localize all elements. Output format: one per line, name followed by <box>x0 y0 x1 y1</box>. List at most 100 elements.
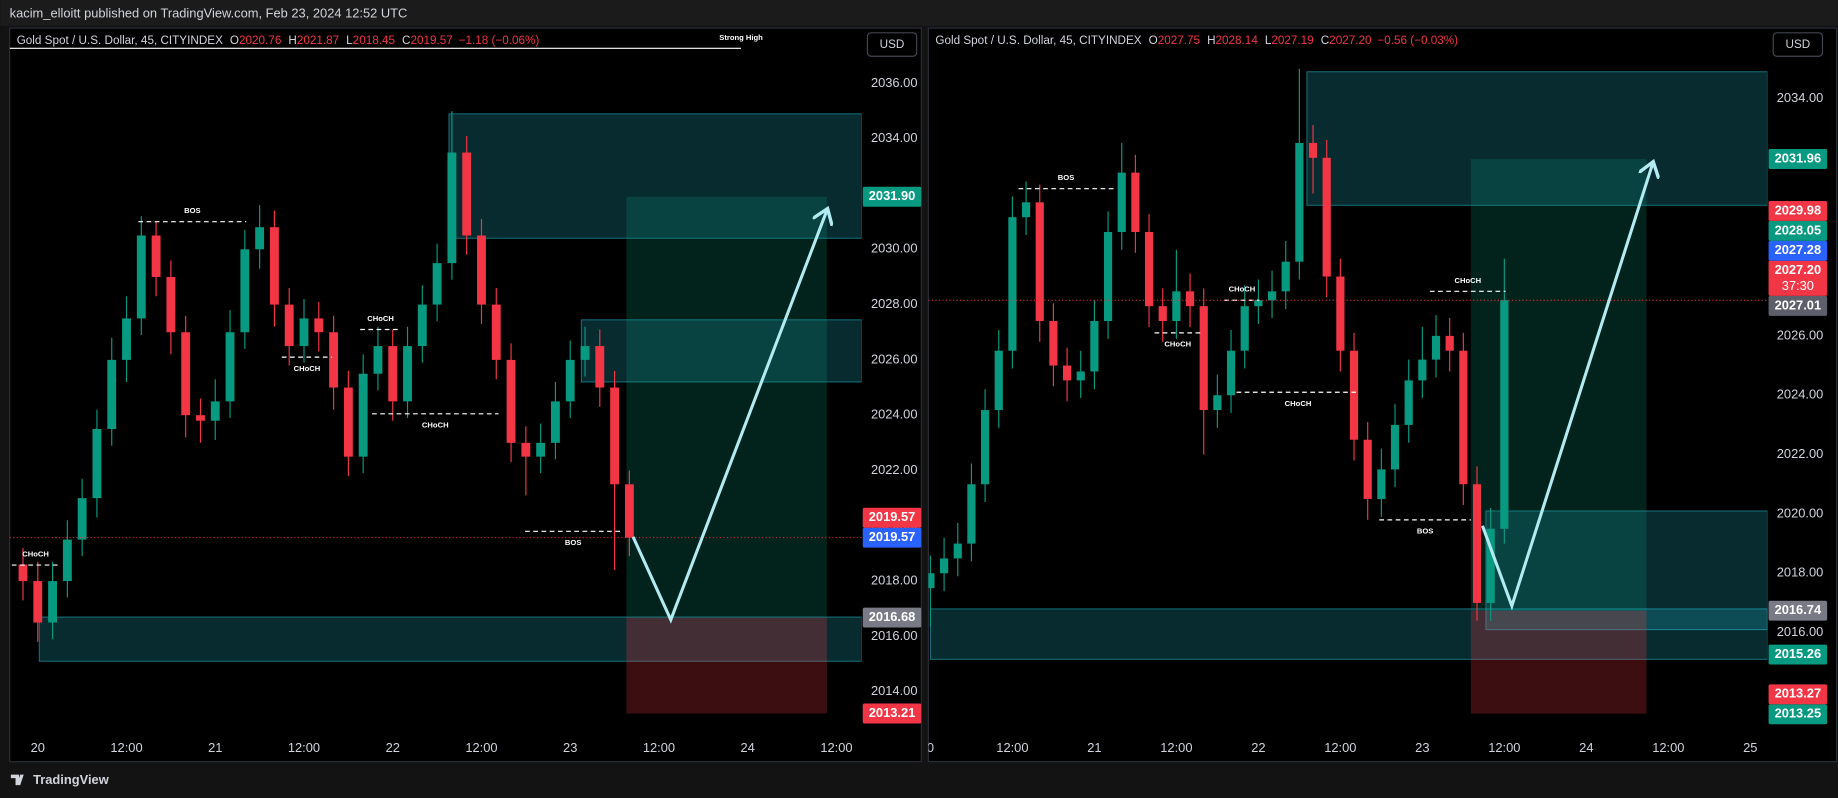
logo-text: TradingView <box>33 772 110 787</box>
candle <box>1213 374 1222 428</box>
candle-body <box>136 235 146 319</box>
structure-label: CHoCH <box>294 364 321 373</box>
candle-body <box>269 227 279 305</box>
price-label: 2013.25 <box>1775 706 1822 721</box>
time-axis: 20 12:00 21 12:00 22 12:00 23 12:00 24 12:00 <box>31 740 853 755</box>
candle <box>210 379 220 441</box>
legend-key: L <box>346 34 353 47</box>
structure-label: CHoCH <box>1454 276 1481 285</box>
y-tick-label: 2020.00 <box>1777 505 1824 520</box>
x-tick-label: 21 <box>1087 740 1101 755</box>
candle <box>388 329 398 421</box>
candle-body <box>1404 380 1413 425</box>
candle-body <box>1308 142 1318 158</box>
y-tick-label: 2022.00 <box>871 462 918 477</box>
candle <box>1090 300 1099 390</box>
candle <box>1418 326 1427 399</box>
candle-body <box>388 346 398 402</box>
y-tick-label: 2026.00 <box>871 351 918 366</box>
candle-body <box>1281 261 1290 292</box>
legend-value: 2028.14 <box>1216 34 1259 47</box>
candle-body <box>1076 371 1085 381</box>
price-label-box <box>862 527 922 548</box>
price-label-box <box>1768 220 1828 241</box>
legend-value: 2027.19 <box>1271 34 1313 47</box>
structure-label: Strong High <box>719 33 763 42</box>
structure-label: CHoCH <box>1229 285 1256 294</box>
x-tick-label: 12:00 <box>820 740 852 755</box>
candle <box>255 205 265 269</box>
legend-key: O <box>1149 34 1158 47</box>
legend-value: 2027.75 <box>1158 34 1201 47</box>
candle <box>1308 125 1318 194</box>
price-label: 2029.98 <box>1775 202 1822 217</box>
candle <box>967 463 976 562</box>
candle-body <box>953 543 962 559</box>
candle-body <box>1185 291 1195 307</box>
candle-body <box>1103 231 1113 322</box>
candle-body <box>536 442 546 457</box>
candle <box>151 221 161 297</box>
candle-body <box>196 415 205 421</box>
structure-label: CHoCH <box>367 314 394 323</box>
zone <box>1306 71 1768 206</box>
candle <box>1486 507 1495 621</box>
candle <box>107 337 117 446</box>
candle <box>240 229 250 349</box>
candle <box>610 370 620 571</box>
stop-area <box>1470 610 1647 714</box>
candle <box>928 555 935 627</box>
candle <box>1076 350 1085 399</box>
price-label-box <box>862 607 922 628</box>
button-text: USD <box>880 38 905 51</box>
candle-body <box>403 346 412 402</box>
candle <box>595 329 605 407</box>
candle <box>1117 142 1126 250</box>
price-label: 2013.21 <box>869 705 916 720</box>
x-tick-label: 24 <box>1579 740 1593 755</box>
candle <box>92 409 102 518</box>
candle-body <box>1390 424 1400 470</box>
candle <box>624 470 634 557</box>
candle <box>1377 448 1386 517</box>
candle-body <box>373 346 383 374</box>
candle-body <box>595 346 605 388</box>
candle-body <box>980 410 990 485</box>
structure-label: CHoCH <box>422 421 449 430</box>
currency-button[interactable]: USD <box>1772 32 1824 57</box>
x-tick-label: 12:00 <box>110 740 142 755</box>
x-tick-label: 21 <box>208 740 222 755</box>
candle-body <box>358 373 368 457</box>
currency-button[interactable]: USD <box>866 32 918 57</box>
candle <box>373 326 383 391</box>
candle <box>994 329 1003 428</box>
x-tick-label: 12:00 <box>1324 740 1356 755</box>
candle-body <box>1035 202 1044 322</box>
x-tick-label: 23 <box>1415 740 1429 755</box>
candle <box>1267 270 1277 319</box>
x-tick-label: 20 <box>31 740 45 755</box>
candle-body <box>151 235 161 277</box>
price-label-box <box>1768 240 1828 261</box>
candle-body <box>1459 350 1468 485</box>
candle <box>1500 258 1509 544</box>
publish-info: kacim_elloitt published on TradingView.c… <box>10 5 408 20</box>
candle <box>521 426 531 496</box>
candle-body <box>1418 359 1427 381</box>
candle <box>447 111 457 280</box>
candle-body <box>255 227 265 250</box>
candle <box>462 135 472 255</box>
candle-body <box>565 359 575 402</box>
candle <box>477 218 486 324</box>
x-tick-label: 23 <box>563 740 577 755</box>
candle <box>329 315 339 410</box>
y-tick-label: 2026.00 <box>1777 327 1824 342</box>
price-label: 2031.90 <box>869 188 916 203</box>
y-tick-label: 2024.00 <box>1777 387 1824 402</box>
price-label: 2019.57 <box>869 529 916 544</box>
legend-value: 2021.87 <box>297 34 339 47</box>
price-label-box <box>1768 644 1828 665</box>
legend-value: 2027.20 <box>1329 34 1372 47</box>
candle <box>284 288 294 366</box>
candle-body <box>1144 231 1154 307</box>
